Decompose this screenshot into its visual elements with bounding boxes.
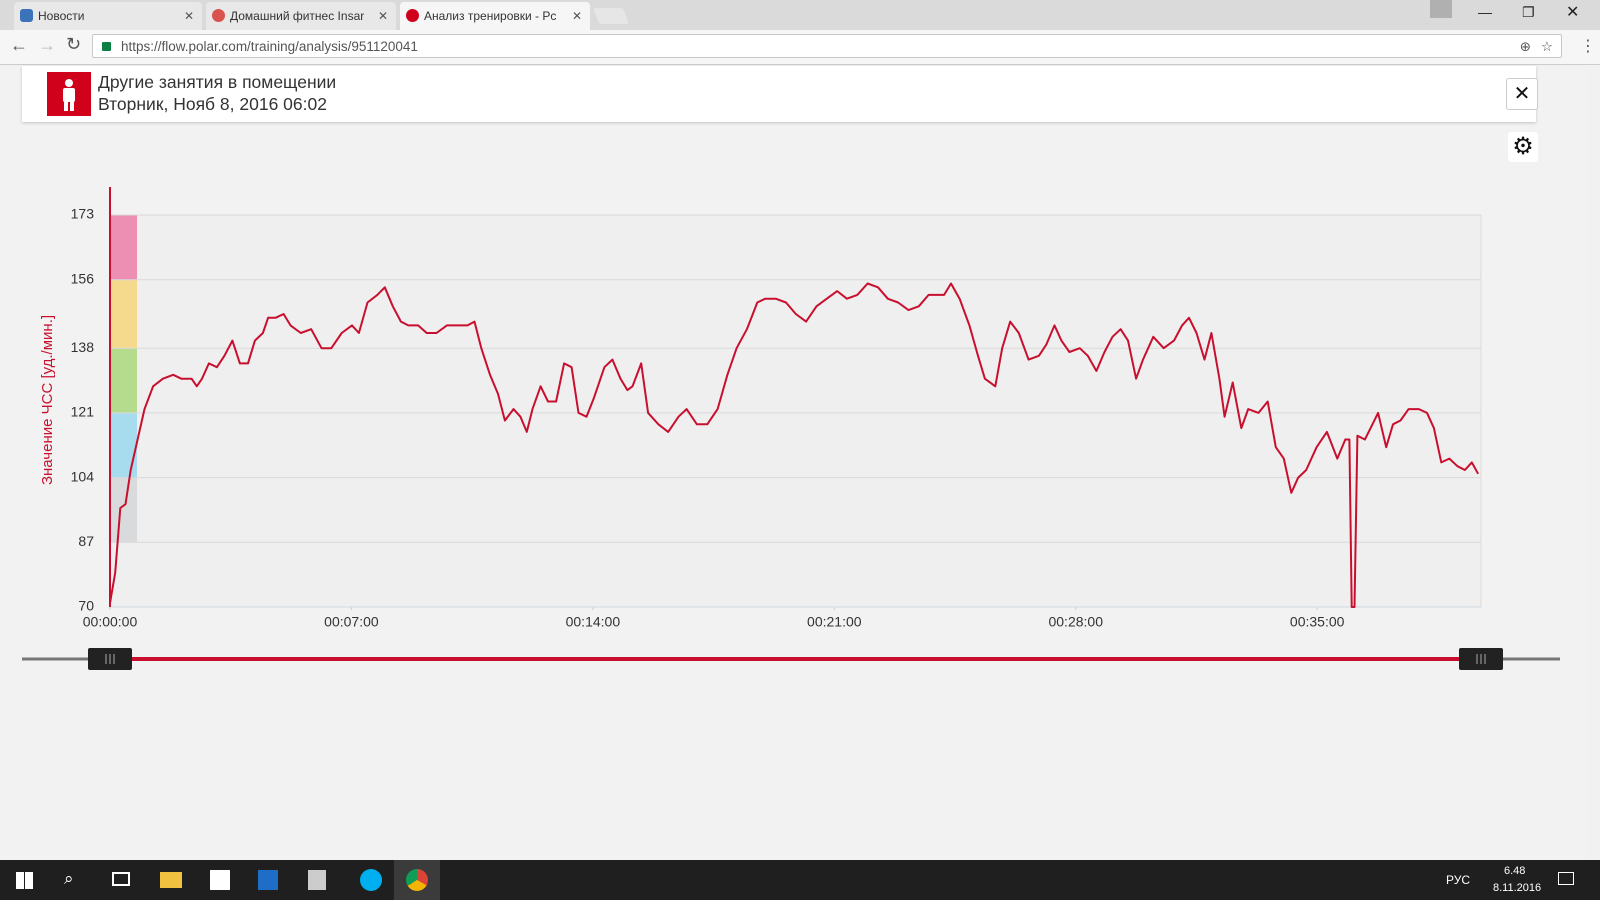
clock-time[interactable]: 6.48 — [1504, 865, 1526, 877]
notifications[interactable] — [1558, 872, 1574, 885]
restore[interactable]: ❐ — [1522, 4, 1535, 20]
sport-icon — [47, 72, 91, 116]
close-window[interactable]: ✕ — [1566, 4, 1580, 21]
hr-zone — [110, 412, 137, 478]
tab-title: Домашний фитнес Insar — [230, 9, 365, 23]
y-tick-label: 121 — [71, 404, 95, 420]
person-icon — [63, 79, 75, 111]
omnibox[interactable]: https://flow.polar.com/training/analysis… — [92, 34, 1562, 58]
session-header: Другие занятия в помещении Вторник, Нояб… — [22, 66, 1538, 122]
clock-date[interactable]: 8.11.2016 — [1493, 882, 1542, 894]
tab-icon — [212, 9, 225, 22]
x-tick-label: 00:21:00 — [807, 614, 862, 630]
explorer[interactable] — [160, 872, 182, 888]
forward[interactable]: → — [38, 35, 56, 55]
minimize[interactable]: — — [1478, 4, 1492, 20]
zoom-icon[interactable]: ⊕ — [1519, 39, 1531, 54]
x-tick-label: 00:14:00 — [566, 614, 621, 630]
tab-bar: Новости ✕ Домашний фитнес Insar ✕ Анализ т… — [0, 0, 1600, 30]
tab[interactable]: Домашний фитнес Insar ✕ — [206, 2, 396, 30]
tab-close[interactable]: ✕ — [377, 9, 388, 23]
y-tick-label: 87 — [78, 533, 94, 549]
settings-button[interactable]: ⚙ — [1508, 132, 1538, 162]
language[interactable]: РУС — [1446, 873, 1471, 887]
hr-zone — [110, 348, 137, 413]
bookmark-star[interactable]: ☆ — [1540, 39, 1553, 54]
chrome[interactable] — [394, 860, 440, 900]
slider-grip — [1476, 654, 1486, 664]
plot-area — [110, 215, 1481, 607]
tab-icon — [406, 9, 419, 22]
url: https://flow.polar.com/training/analysis… — [121, 39, 418, 54]
back[interactable]: ← — [10, 35, 28, 55]
y-axis-label: Значение ЧСС [уд./мин.] — [39, 315, 56, 485]
x-tick-label: 00:28:00 — [1048, 614, 1103, 630]
reload[interactable]: ↻ — [66, 34, 82, 54]
defender[interactable] — [258, 870, 278, 890]
lock-icon — [102, 42, 111, 51]
search-button[interactable]: ⌕ — [64, 869, 74, 888]
scrollbar[interactable] — [1586, 66, 1600, 860]
hr-zone — [110, 477, 137, 543]
y-tick-label: 173 — [71, 206, 95, 222]
y-tick-label: 104 — [71, 468, 95, 484]
address-bar: ← → ↻ https://flow.polar.com/training/an… — [0, 30, 1600, 65]
slider-grip — [105, 654, 115, 664]
x-tick-label: 00:07:00 — [324, 614, 379, 630]
tab-close[interactable]: ✕ — [183, 9, 194, 23]
close-button[interactable]: ✕ — [1506, 78, 1538, 110]
y-tick-label: 156 — [71, 270, 95, 286]
tab-title: Новости — [38, 9, 85, 23]
tab-icon — [20, 9, 33, 22]
y-tick-label: 70 — [78, 598, 94, 614]
task-view[interactable] — [112, 872, 130, 886]
taskbar: ⌕ РУС 6.48 8.11.2016 — [0, 860, 1600, 900]
menu[interactable]: ⋮ — [1580, 38, 1596, 55]
profile-button[interactable] — [1430, 0, 1452, 18]
heart-rate-line — [109, 282, 1479, 608]
y-tick-label: 138 — [71, 339, 95, 355]
hr-zone — [110, 215, 137, 280]
chart: Значение ЧСС [уд./мин.] 70 87 104 121 138 156… — [22, 187, 1560, 670]
start-button[interactable] — [16, 872, 33, 889]
calculator[interactable] — [308, 870, 326, 890]
session-date: Вторник, Нояб 8, 2016 06:02 — [98, 94, 327, 114]
tab[interactable]: Анализ тренировки - Pc ✕ — [400, 2, 590, 30]
x-tick-label: 00:00:00 — [83, 614, 138, 630]
tab-close[interactable]: ✕ — [571, 9, 582, 23]
tab[interactable]: Новости ✕ — [14, 2, 202, 30]
skype[interactable] — [348, 860, 394, 900]
hr-zone — [110, 279, 137, 349]
store[interactable] — [210, 870, 230, 890]
tab-title: Анализ тренировки - Pc — [424, 9, 557, 23]
x-tick-label: 00:35:00 — [1290, 614, 1345, 630]
session-title: Другие занятия в помещении — [98, 72, 337, 92]
